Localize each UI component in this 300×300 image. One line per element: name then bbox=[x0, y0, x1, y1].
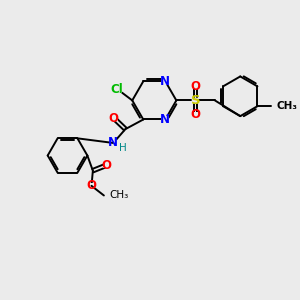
Bar bbox=[161, 116, 170, 123]
Text: O: O bbox=[190, 108, 201, 121]
Text: N: N bbox=[160, 113, 170, 126]
Bar bbox=[192, 112, 200, 118]
Bar bbox=[192, 97, 200, 104]
Text: H: H bbox=[119, 143, 127, 153]
Bar bbox=[161, 78, 170, 85]
Bar bbox=[192, 83, 200, 89]
Bar bbox=[112, 86, 122, 93]
Text: CH₃: CH₃ bbox=[110, 190, 129, 200]
Text: O: O bbox=[109, 112, 119, 124]
Text: O: O bbox=[190, 80, 201, 93]
Bar bbox=[88, 183, 95, 189]
Text: CH₃: CH₃ bbox=[277, 101, 298, 111]
Text: O: O bbox=[102, 159, 112, 172]
Text: S: S bbox=[191, 94, 200, 107]
Bar bbox=[103, 162, 110, 168]
Bar bbox=[109, 140, 117, 146]
Text: N: N bbox=[160, 75, 170, 88]
Text: Cl: Cl bbox=[111, 83, 124, 96]
Text: N: N bbox=[108, 136, 118, 149]
Text: O: O bbox=[86, 179, 97, 192]
Bar bbox=[110, 115, 118, 121]
